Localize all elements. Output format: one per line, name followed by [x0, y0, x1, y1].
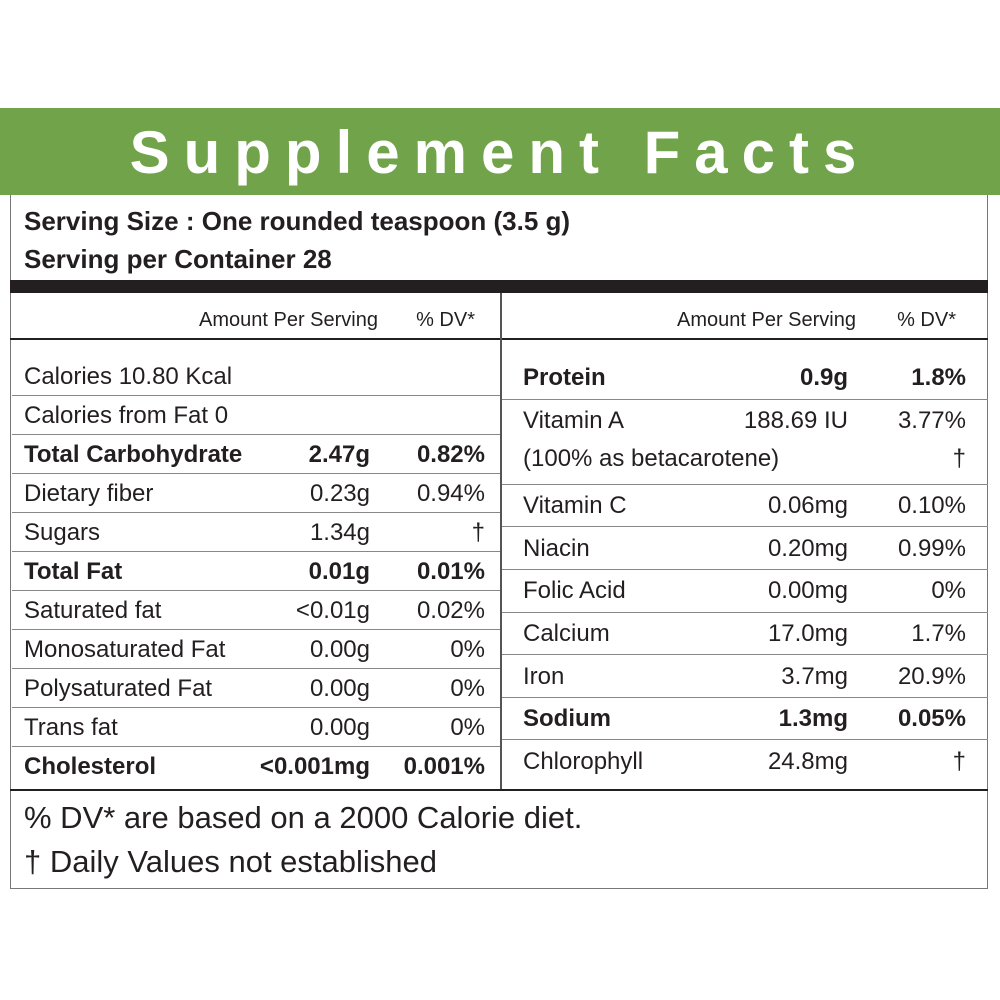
column-header: % DV*	[897, 309, 956, 331]
nutrient-amount: 3.7mg	[781, 662, 848, 690]
row-rule	[12, 434, 500, 435]
nutrient-name: Iron	[523, 662, 565, 690]
footer-note: † Daily Values not established	[24, 844, 438, 879]
nutrient-dv: 0%	[931, 577, 966, 605]
row-rule	[502, 696, 988, 698]
nutrient-dv: 20.9%	[897, 662, 966, 690]
nutrient-name: Dietary fiber	[24, 479, 154, 507]
nutrient-dv: 1.8%	[911, 364, 966, 392]
row-rule	[502, 611, 988, 613]
row-rule	[502, 569, 988, 570]
title: Supplement Facts	[0, 108, 1000, 195]
row-rule	[12, 629, 500, 630]
row-rule	[12, 746, 500, 747]
row-rule	[12, 590, 500, 591]
nutrient-name: Trans fat	[24, 713, 118, 741]
nutrient-amount: 0.20mg	[767, 534, 848, 562]
nutrient-amount: 0.00g	[309, 713, 370, 741]
nutrient-amount: 0.00mg	[767, 577, 848, 605]
row-rule	[12, 668, 500, 669]
footer-note: % DV* are based on a 2000 Calorie diet.	[24, 800, 583, 835]
nutrient-dv: †	[471, 518, 485, 546]
nutrient-amount: 0.00g	[309, 635, 370, 663]
row-rule	[502, 739, 988, 741]
nutrient-name: Monosaturated Fat	[24, 635, 226, 663]
nutrient-dv: 0.001%	[403, 752, 485, 780]
nutrient-name: Sugars	[24, 518, 101, 546]
nutrient-amount: 17.0mg	[767, 619, 848, 647]
nutrient-amount: 1.34g	[309, 518, 370, 546]
nutrient-amount: <0.01g	[295, 596, 370, 624]
nutrient-dv: 0.01%	[416, 557, 485, 585]
nutrient-amount: 24.8mg	[767, 747, 848, 775]
nutrient-amount: 0.9g	[799, 364, 848, 392]
nutrient-note: (100% as betacarotene)	[523, 445, 780, 473]
nutrient-amount: 0.06mg	[767, 492, 848, 520]
nutrient-dv: †	[952, 445, 966, 473]
nutrient-name: Polysaturated Fat	[24, 674, 213, 702]
nutrient-amount: 0.23g	[309, 479, 370, 507]
row-rule	[502, 398, 988, 400]
footer-rule	[10, 789, 988, 791]
column-divider	[500, 293, 502, 790]
nutrient-amount: 0.00g	[309, 674, 370, 702]
nutrient-dv: 0.94%	[416, 479, 485, 507]
nutrient-dv: 0%	[450, 674, 485, 702]
nutrient-name: Vitamin C	[523, 492, 627, 520]
header-rule	[10, 338, 988, 340]
nutrient-dv: 0%	[450, 713, 485, 741]
row-rule	[12, 473, 500, 474]
nutrient-name: Calcium	[523, 619, 610, 647]
nutrient-dv: 0.82%	[416, 440, 485, 468]
column-header: Amount Per Serving	[199, 309, 378, 331]
nutrient-amount: 2.47g	[308, 440, 370, 468]
nutrient-name: Chlorophyll	[523, 747, 644, 775]
row-rule	[502, 654, 988, 656]
nutrient-name: Calories 10.80 Kcal	[24, 362, 233, 390]
row-rule	[12, 395, 500, 396]
column-header: Amount Per Serving	[677, 309, 856, 331]
nutrient-name: Total Carbohydrate	[24, 440, 243, 468]
nutrient-dv: 0.10%	[897, 492, 966, 520]
nutrient-amount: 0.01g	[308, 557, 370, 585]
nutrient-name: Protein	[523, 364, 606, 392]
nutrient-name: Calories from Fat 0	[24, 401, 229, 429]
nutrient-name: Sodium	[523, 705, 611, 733]
row-rule	[502, 483, 988, 485]
thick-rule	[10, 280, 988, 293]
row-rule	[12, 551, 500, 552]
nutrient-name: Niacin	[523, 534, 590, 562]
row-rule	[12, 707, 500, 708]
nutrient-name: Cholesterol	[24, 752, 157, 780]
serving-per-container: Serving per Container 28	[24, 244, 332, 274]
nutrient-dv: 1.7%	[911, 619, 966, 647]
serving-size: Serving Size : One rounded teaspoon (3.5…	[24, 206, 571, 236]
nutrient-amount: 1.3mg	[778, 705, 848, 733]
nutrient-name: Total Fat	[24, 557, 123, 585]
row-rule	[502, 526, 988, 528]
nutrient-dv: 0.99%	[897, 534, 966, 562]
nutrient-amount: 188.69 IU	[743, 406, 848, 434]
nutrient-amount: <0.001mg	[259, 752, 370, 780]
nutrient-dv: 0.05%	[897, 705, 966, 733]
nutrient-name: Vitamin A	[523, 406, 624, 434]
nutrient-dv: 0%	[450, 635, 485, 663]
nutrient-dv: 0.02%	[416, 596, 485, 624]
nutrient-dv: 3.77%	[897, 406, 966, 434]
nutrient-name: Saturated fat	[24, 596, 162, 624]
nutrient-dv: †	[952, 747, 966, 775]
nutrient-name: Folic Acid	[523, 577, 626, 605]
row-rule	[12, 512, 500, 513]
column-header: % DV*	[416, 309, 475, 331]
